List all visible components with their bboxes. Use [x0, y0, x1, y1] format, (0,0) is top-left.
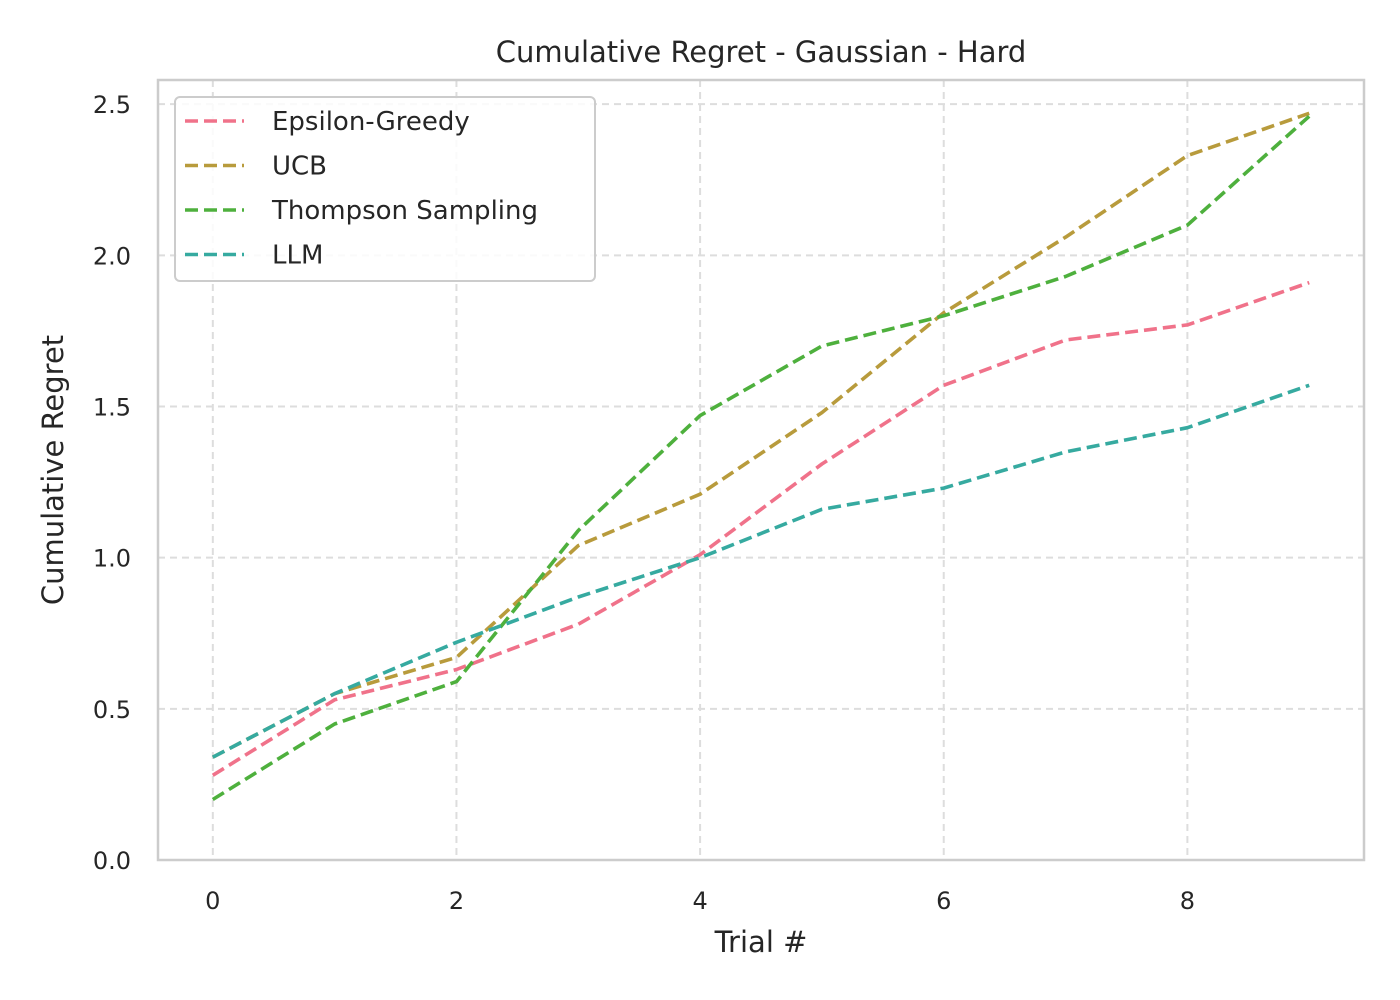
legend-label-ucb: UCB [272, 152, 327, 182]
x-ticks: 0 2 4 6 8 [205, 887, 1195, 915]
y-ticks: 0.0 0.5 1.0 1.5 2.0 2.5 [93, 91, 131, 875]
series-line-llm [211, 383, 1310, 759]
legend-label-epsilon-greedy: Epsilon-Greedy [272, 107, 470, 137]
y-tick-label: 1.0 [93, 545, 131, 573]
x-tick-label: 4 [692, 887, 707, 915]
x-tick-label: 6 [936, 887, 951, 915]
y-axis-label: Cumulative Regret [36, 335, 70, 605]
series-line-thompson-sampling [211, 114, 1311, 802]
series-line-epsilon-greedy [211, 280, 1310, 777]
series-layer [211, 111, 1311, 802]
x-axis-label: Trial # [714, 925, 808, 959]
y-tick-label: 2.5 [93, 91, 131, 119]
y-tick-label: 2.0 [93, 242, 131, 270]
y-tick-label: 0.5 [93, 696, 131, 724]
x-tick-label: 8 [1180, 887, 1195, 915]
legend-label-thompson-sampling: Thompson Sampling [271, 196, 538, 226]
y-tick-label: 0.0 [93, 847, 131, 875]
x-tick-label: 2 [449, 887, 464, 915]
chart-title: Cumulative Regret - Gaussian - Hard [496, 35, 1027, 69]
plot-frame [156, 78, 1366, 862]
legend-box [174, 96, 596, 282]
x-tick-label: 0 [205, 887, 220, 915]
legend-label-llm: LLM [272, 241, 323, 271]
legend: Epsilon-Greedy UCB Thompson Sampling LLM [174, 96, 596, 282]
y-tick-label: 1.5 [93, 394, 131, 422]
series-line-ucb [211, 111, 1310, 759]
